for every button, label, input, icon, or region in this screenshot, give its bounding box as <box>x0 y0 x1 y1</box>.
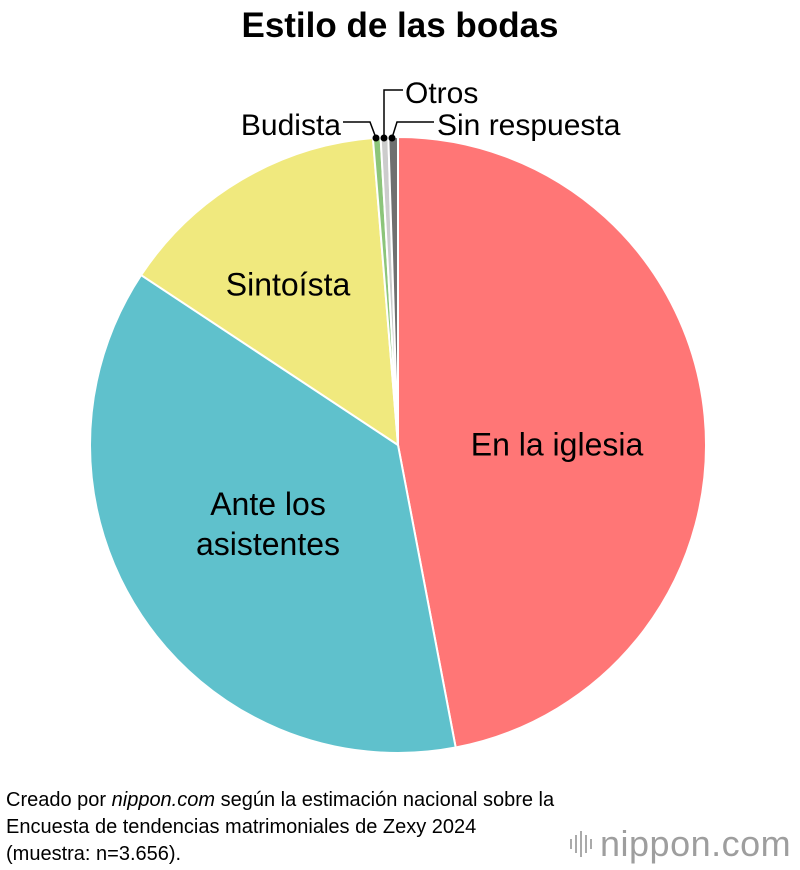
source-prefix: Creado por <box>6 789 112 811</box>
slice-en-la-iglesia <box>397 136 707 749</box>
source-suffix: según la estimación nacional sobre la En… <box>6 789 555 865</box>
logo-bars-icon <box>570 831 592 857</box>
pie-slices <box>89 136 707 754</box>
label-sin-respuesta: Sin respuesta <box>437 109 621 142</box>
source-site: nippon.com <box>111 789 216 811</box>
leader-budista <box>343 121 377 139</box>
label-sintoista: Sintoísta <box>226 266 351 302</box>
pie-labels: En la iglesia Ante los asistentes Sintoísta… <box>196 77 644 562</box>
slice-sintoista <box>140 137 399 446</box>
leader-sin-respuesta <box>391 121 434 139</box>
nippon-logo: nippon.com <box>570 822 791 866</box>
label-budista: Budista <box>241 109 341 142</box>
label-en-la-iglesia: En la iglesia <box>471 426 644 462</box>
pie-leader-lines <box>343 89 434 142</box>
source-note: Creado por nippon.com según la estimació… <box>6 787 566 868</box>
slice-ante-los-asistentes <box>89 274 457 754</box>
leader-dot-budista <box>372 134 380 142</box>
logo-text: nippon.com <box>600 823 792 864</box>
leader-dot-sin-respuesta <box>388 134 396 142</box>
label-ante-los-asistentes: Ante los asistentes <box>196 486 340 562</box>
leader-dot-otros <box>380 134 388 142</box>
leader-otros <box>383 89 403 138</box>
label-otros: Otros <box>405 77 478 110</box>
chart-title: Estilo de las bodas <box>241 6 559 45</box>
